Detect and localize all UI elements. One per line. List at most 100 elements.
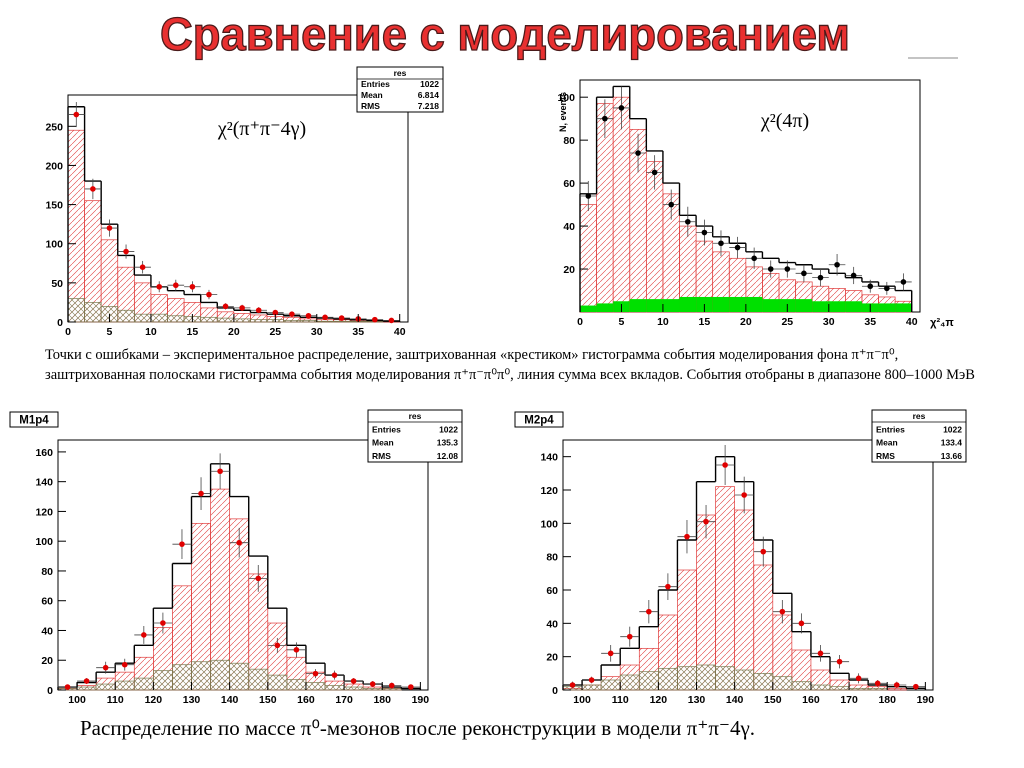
histogram-bar xyxy=(305,682,326,691)
data-point xyxy=(734,244,741,251)
histogram-bar xyxy=(596,303,614,312)
histogram-bar xyxy=(845,301,862,312)
y-tick-label: 20 xyxy=(546,652,558,664)
data-point xyxy=(801,270,807,277)
histogram-bar xyxy=(67,298,85,323)
stats-value: 1022 xyxy=(439,424,458,434)
stats-label: Mean xyxy=(361,90,383,100)
data-point xyxy=(836,658,843,665)
stats-value: 13.66 xyxy=(941,451,963,461)
histogram-bar xyxy=(696,664,716,691)
histogram-bar xyxy=(715,486,735,691)
x-tick-label: 160 xyxy=(802,694,820,706)
data-point xyxy=(331,672,338,678)
histogram-bar xyxy=(216,317,235,323)
data-point xyxy=(121,661,128,668)
x-tick-label: 35 xyxy=(352,326,364,338)
x-tick-label: 150 xyxy=(259,694,277,706)
y-tick-label: 40 xyxy=(41,625,53,637)
histogram-bar xyxy=(167,315,185,323)
x-tick-label: 110 xyxy=(107,694,124,706)
data-point xyxy=(272,309,279,316)
data-point xyxy=(618,105,625,111)
data-point xyxy=(156,283,163,290)
y-tick-label: 60 xyxy=(546,585,558,597)
data-point xyxy=(685,218,691,225)
x-tick-label: 0 xyxy=(577,316,583,328)
stats-label: Mean xyxy=(372,438,394,448)
histogram-bar xyxy=(191,661,211,691)
data-point xyxy=(646,608,652,615)
histogram-bar xyxy=(600,679,621,691)
data-point xyxy=(867,283,874,290)
y-tick-label: 20 xyxy=(41,655,53,667)
x-axis-label: χ²₄π xyxy=(930,317,954,329)
data-point xyxy=(305,312,312,319)
histogram-bar xyxy=(772,676,793,691)
histogram-bar xyxy=(734,669,755,691)
data-point xyxy=(703,518,709,525)
histogram-bar xyxy=(679,296,697,312)
y-tick-label: 160 xyxy=(35,447,53,459)
y-tick-label: 80 xyxy=(563,135,575,147)
data-point xyxy=(179,541,185,547)
histogram-bar xyxy=(848,687,869,691)
y-tick-label: 40 xyxy=(546,618,558,630)
data-point xyxy=(850,272,857,279)
x-tick-label: 140 xyxy=(726,694,744,706)
histogram-bar xyxy=(658,667,678,691)
histogram-name: M2p4 xyxy=(524,415,554,427)
data-point xyxy=(588,677,595,683)
histogram-bar xyxy=(248,668,269,691)
x-tick-label: 10 xyxy=(145,326,157,338)
histogram-bar xyxy=(299,320,318,323)
data-point xyxy=(255,307,262,314)
x-tick-label: 140 xyxy=(221,694,239,706)
data-point xyxy=(701,229,708,236)
histogram-bar xyxy=(250,319,268,323)
histogram-bar xyxy=(580,305,597,312)
stats-label: RMS xyxy=(361,101,380,111)
data-point xyxy=(651,169,658,176)
histogram-bar xyxy=(812,301,829,312)
y-tick-label: 200 xyxy=(45,160,63,172)
data-point xyxy=(834,261,840,268)
data-point xyxy=(102,664,109,671)
histogram-bar xyxy=(677,666,697,691)
x-tick-label: 20 xyxy=(228,326,240,338)
y-tick-label: 40 xyxy=(563,221,575,233)
stats-value: 7.218 xyxy=(418,101,440,111)
data-point xyxy=(217,468,223,475)
histogram-bar xyxy=(895,303,912,312)
histogram-bar xyxy=(133,677,154,691)
data-point xyxy=(893,682,900,688)
histogram-bar xyxy=(810,684,831,691)
stats-value: 133.4 xyxy=(941,438,963,448)
histogram-bar xyxy=(316,320,334,323)
data-point xyxy=(239,305,245,311)
data-point xyxy=(388,317,395,324)
data-point xyxy=(884,285,890,292)
histogram-bar xyxy=(95,683,116,691)
data-point xyxy=(350,678,357,684)
stats-label: RMS xyxy=(876,451,895,461)
data-point xyxy=(817,650,824,657)
histogram-bar xyxy=(579,204,597,313)
y-tick-label: 120 xyxy=(35,506,53,518)
data-point xyxy=(874,680,881,687)
x-tick-label: 130 xyxy=(688,694,706,706)
histogram-bar xyxy=(729,296,746,312)
stats-title: res xyxy=(913,411,926,421)
y-tick-label: 100 xyxy=(35,536,53,548)
histogram-bar xyxy=(638,671,659,691)
histogram-bar xyxy=(210,488,230,691)
data-point xyxy=(83,678,90,684)
histogram-bar xyxy=(646,299,663,312)
stats-label: Entries xyxy=(876,424,905,434)
x-tick-label: 30 xyxy=(311,326,323,338)
data-point xyxy=(372,316,378,323)
histogram-bar xyxy=(114,680,135,691)
data-point xyxy=(64,684,71,690)
data-point xyxy=(760,548,767,555)
